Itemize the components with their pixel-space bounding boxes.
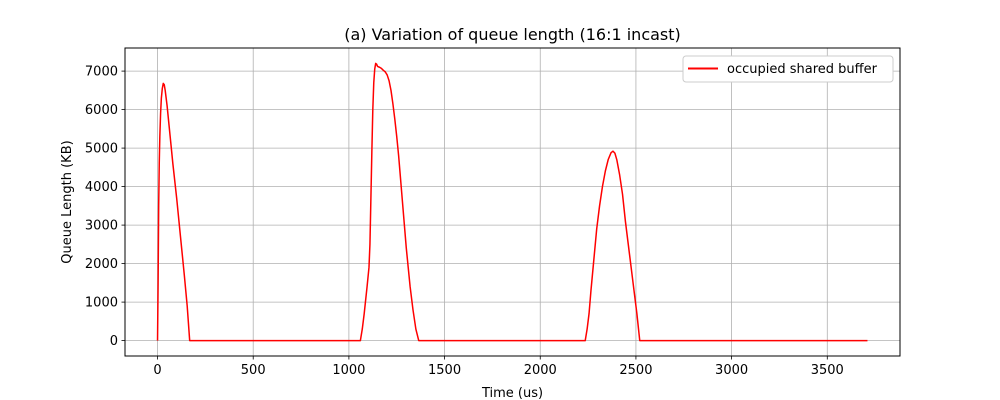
plot-lines xyxy=(156,62,868,342)
x-tick-label: 500 xyxy=(241,363,266,378)
y-tick-label: 1000 xyxy=(85,296,118,311)
y-tick-label: 3000 xyxy=(85,219,118,234)
x-tick-label: 1500 xyxy=(428,363,461,378)
chart-title: (a) Variation of queue length (16:1 inca… xyxy=(344,25,681,44)
x-tick-label: 3000 xyxy=(715,363,748,378)
y-tick-label: 2000 xyxy=(85,257,118,272)
legend-label: occupied shared buffer xyxy=(727,62,878,77)
y-tick-label: 4000 xyxy=(85,180,118,195)
legend: occupied shared buffer xyxy=(682,55,894,83)
y-tick-label: 0 xyxy=(110,334,118,349)
x-tick-label: 3500 xyxy=(811,363,844,378)
y-axis: 0 1000 2000 3000 4000 5000 6000 7000 xyxy=(85,65,125,349)
legend-box xyxy=(682,55,894,83)
y-tick-label: 5000 xyxy=(85,142,118,157)
x-tick-label: 0 xyxy=(153,363,161,378)
series-line xyxy=(156,62,868,342)
x-tick-label: 1000 xyxy=(332,363,365,378)
x-axis: 0 500 1000 1500 2000 2500 3000 3500 xyxy=(153,356,844,378)
plot-area xyxy=(124,47,901,357)
x-tick-label: 2000 xyxy=(524,363,557,378)
x-tick-label: 2500 xyxy=(619,363,652,378)
y-tick-label: 6000 xyxy=(85,103,118,118)
x-axis-label: Time (us) xyxy=(481,386,543,400)
y-axis-label: Queue Length (KB) xyxy=(60,140,75,263)
y-tick-label: 7000 xyxy=(85,65,118,80)
